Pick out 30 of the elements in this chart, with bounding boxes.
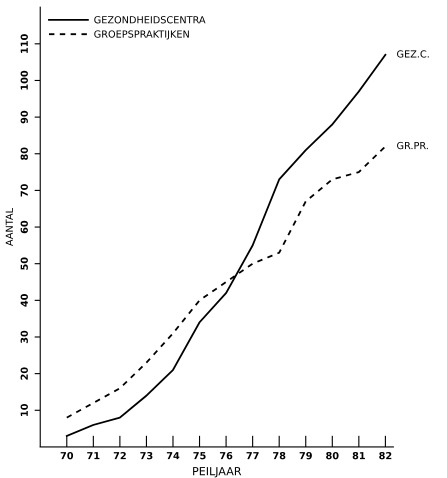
legend-label: GROEPSPRAKTIJKEN bbox=[94, 30, 189, 40]
x-tick-label: 79 bbox=[300, 452, 312, 460]
y-axis-title: AANTAL bbox=[6, 208, 13, 246]
x-tick-label: 73 bbox=[140, 452, 152, 460]
x-axis-title: PEILJAAR bbox=[193, 467, 242, 478]
x-tick-label: 71 bbox=[87, 452, 100, 460]
y-tick-label: 30 bbox=[20, 330, 28, 344]
y-tick-label: 100 bbox=[20, 70, 28, 90]
annotation: GR.PR. bbox=[397, 142, 428, 150]
legend-label: GEZONDHEIDSCENTRA bbox=[94, 16, 206, 24]
x-tick-label: 82 bbox=[379, 452, 392, 460]
y-tick-label: 60 bbox=[20, 220, 28, 234]
x-tick-label: 78 bbox=[273, 452, 286, 460]
y-tick-label: 70 bbox=[20, 184, 28, 197]
x-tick-label: 80 bbox=[326, 452, 339, 460]
y-tick-label: 50 bbox=[20, 257, 28, 270]
y-tick-label: 90 bbox=[20, 110, 28, 124]
y-tick-label: 40 bbox=[20, 294, 28, 307]
x-tick-label: 70 bbox=[60, 452, 74, 460]
y-tick-label: 80 bbox=[20, 147, 28, 160]
x-tick-label: 72 bbox=[114, 452, 126, 460]
annotation: GEZ.C. bbox=[397, 50, 429, 58]
x-tick-label: 75 bbox=[193, 452, 206, 460]
x-tick-label: 76 bbox=[220, 452, 232, 460]
x-tick-label: 77 bbox=[246, 452, 259, 460]
x-tick-label: 74 bbox=[166, 452, 180, 460]
y-tick-label: 110 bbox=[20, 34, 28, 53]
x-tick-label: 81 bbox=[352, 452, 365, 460]
y-tick-label: 20 bbox=[20, 367, 28, 380]
y-tick-label: 10 bbox=[20, 404, 28, 416]
